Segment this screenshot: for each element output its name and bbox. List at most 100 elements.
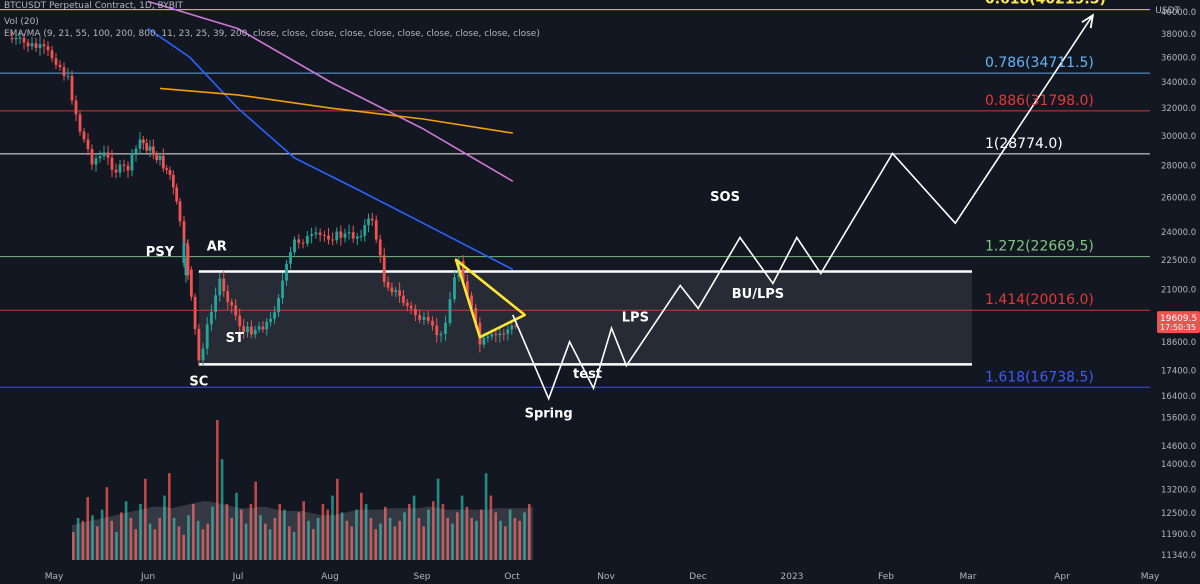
candle-body: [165, 168, 169, 170]
annotation-label: test: [573, 367, 602, 382]
candle-body: [351, 232, 355, 239]
candle-body: [431, 320, 434, 326]
y-tick-label: 40000.0: [1161, 8, 1196, 18]
symbol-title[interactable]: BTCUSDT Perpetual Contract, 1D, BYBIT: [4, 1, 184, 11]
candle-body: [171, 174, 175, 188]
candle-body: [126, 165, 130, 171]
volume-bar: [326, 509, 329, 560]
candle-body: [378, 239, 382, 256]
candle-body: [470, 295, 473, 308]
candle-body: [205, 324, 209, 349]
volume-bar: [494, 512, 497, 560]
volume-bar: [518, 520, 521, 560]
vol-indicator-label[interactable]: Vol (20): [4, 17, 39, 27]
volume-bar: [427, 509, 430, 560]
candle-body: [426, 317, 430, 321]
volume-bar: [259, 515, 262, 560]
volume-bar: [302, 501, 305, 560]
candle-body: [514, 325, 518, 327]
volume-bar: [153, 529, 157, 560]
candle-body: [418, 315, 422, 320]
candle-body: [269, 318, 272, 322]
volume-bar: [278, 504, 281, 560]
volume-bar: [398, 520, 401, 560]
candle-body: [182, 243, 186, 263]
candle-body: [130, 153, 134, 171]
candle-body: [498, 333, 502, 336]
candle-body: [145, 143, 149, 151]
volume-bar: [465, 506, 469, 560]
candle-body: [110, 157, 114, 170]
candle-body: [249, 326, 253, 335]
candle-body: [151, 146, 155, 155]
candle-body: [34, 43, 38, 48]
volume-bar: [456, 512, 459, 560]
volume-bar: [235, 492, 238, 560]
fib-label-3: 1(28774.0): [985, 136, 1063, 152]
candle-body: [482, 338, 486, 345]
ma-indicator-label[interactable]: EMA/MA (9, 21, 55, 100, 200, 800, 11, 23…: [4, 29, 540, 39]
candle-body: [90, 149, 94, 165]
volume-bar: [350, 526, 353, 560]
candle-body: [46, 46, 50, 51]
volume-bar: [470, 518, 473, 560]
x-tick-label: Nov: [597, 572, 615, 582]
x-tick-label: Apr: [1054, 572, 1070, 582]
volume-bar: [148, 523, 152, 560]
trading-range-layer: [198, 270, 972, 366]
x-tick-label: Jun: [140, 572, 155, 582]
projection-arrowhead: [1081, 13, 1095, 29]
annotation-label: ST: [226, 331, 244, 346]
projection-layer: [512, 13, 1095, 401]
volume-bar: [163, 495, 166, 560]
volume-bar: [336, 478, 339, 560]
volume-bar: [316, 518, 320, 560]
candle-body: [289, 252, 292, 264]
candle-body: [261, 326, 265, 330]
volume-bar: [192, 504, 195, 560]
x-tick-label: Sep: [414, 572, 431, 582]
volume-bar: [513, 518, 517, 560]
annotation-label: SC: [189, 375, 208, 390]
ema-layer: [147, 0, 514, 271]
volume-bar: [240, 509, 243, 560]
candle-body: [26, 42, 30, 47]
annotation-label: PSY: [146, 245, 175, 260]
volume-bar: [321, 504, 325, 560]
candle-body: [297, 239, 301, 243]
candle-body: [102, 152, 106, 157]
volume-bar: [331, 495, 334, 560]
candle-body: [158, 155, 162, 160]
candle-body: [394, 290, 398, 293]
volume-bar: [489, 495, 493, 560]
candle-body: [405, 302, 409, 306]
candle-body: [214, 295, 217, 312]
candle-body: [201, 348, 205, 361]
volume-bar: [292, 532, 296, 560]
volume-bar: [345, 520, 349, 560]
candle-body: [50, 50, 54, 59]
volume-bar: [76, 518, 80, 560]
candle-body: [186, 243, 190, 270]
volume-bar: [499, 520, 502, 560]
volume-bar: [201, 529, 205, 560]
volume-layer: [72, 420, 533, 560]
volume-bar: [412, 495, 416, 560]
volume-bar: [307, 520, 310, 560]
candle-body: [168, 169, 172, 175]
candle-body: [246, 326, 249, 333]
candle-body: [323, 234, 326, 236]
candle-body: [305, 236, 309, 244]
candle-body: [318, 232, 322, 235]
x-tick-label: Dec: [689, 572, 706, 582]
volume-bar: [115, 532, 118, 560]
fib-labels-layer: 0.618(40219.5) 0.786(34711.5) 0.886(31798.…: [985, 0, 1106, 385]
candle-body: [222, 278, 226, 292]
x-tick-label: Mar: [960, 572, 977, 582]
volume-bar: [158, 518, 161, 560]
volume-bar: [72, 532, 75, 560]
candle-body: [234, 305, 238, 316]
candle-body: [58, 64, 62, 68]
candle-body: [506, 329, 510, 334]
